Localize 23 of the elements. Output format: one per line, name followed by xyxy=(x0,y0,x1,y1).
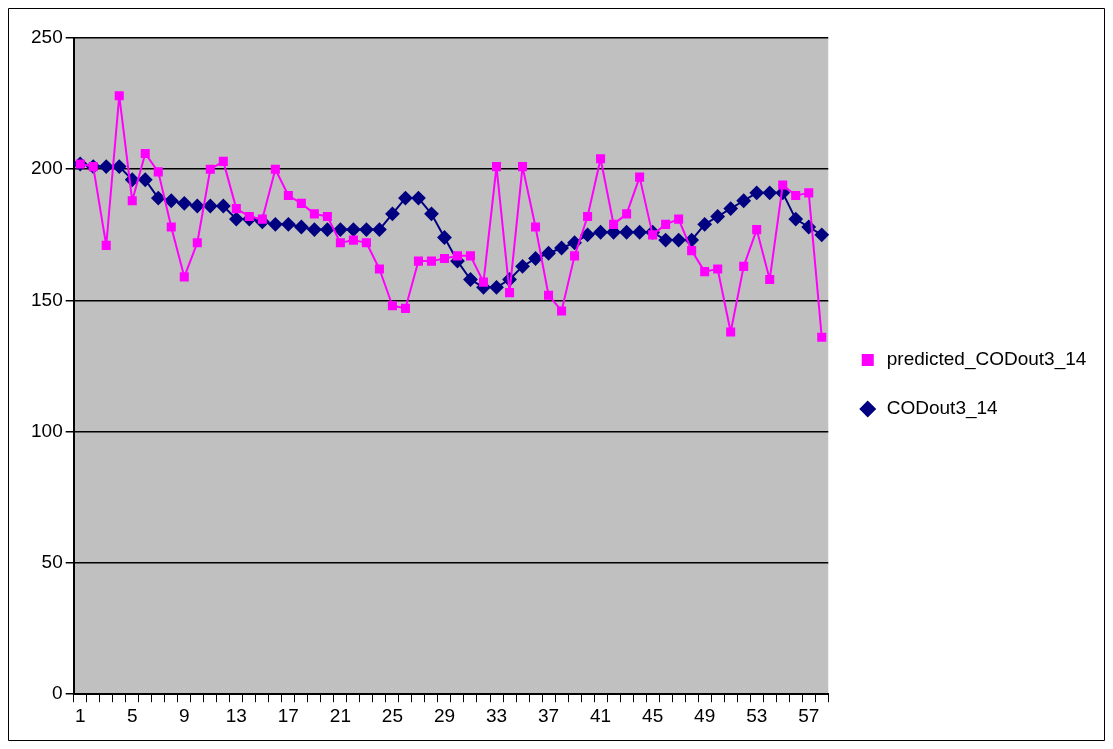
x-tick-label: 21 xyxy=(329,704,351,726)
y-tick-label: 50 xyxy=(41,551,63,573)
x-tick-label: 13 xyxy=(225,704,247,726)
y-tick-label: 100 xyxy=(31,419,63,441)
y-tick-label: 250 xyxy=(31,26,63,48)
x-tick-label: 5 xyxy=(126,704,138,726)
y-tick-label: 200 xyxy=(31,157,63,179)
x-tick-label: 37 xyxy=(537,704,560,726)
x-tick-label: 53 xyxy=(746,704,768,726)
x-tick-label: 25 xyxy=(381,704,403,726)
x-tick-label: 57 xyxy=(798,704,820,726)
x-tick-label: 1 xyxy=(74,704,86,726)
x-tick-label: 17 xyxy=(277,704,299,726)
x-tick-label: 33 xyxy=(485,704,508,726)
x-tick-label: 9 xyxy=(178,704,190,726)
y-tick-label: 0 xyxy=(52,682,63,704)
x-tick-label: 41 xyxy=(590,704,612,726)
legend-label: predicted_CODout3_14 xyxy=(886,348,1087,371)
x-tick-label: 45 xyxy=(642,704,664,726)
x-tick-label: 29 xyxy=(433,704,456,726)
y-tick-label: 150 xyxy=(31,288,63,310)
legend-label: CODout3_14 xyxy=(886,397,999,420)
x-tick-label: 49 xyxy=(694,704,716,726)
